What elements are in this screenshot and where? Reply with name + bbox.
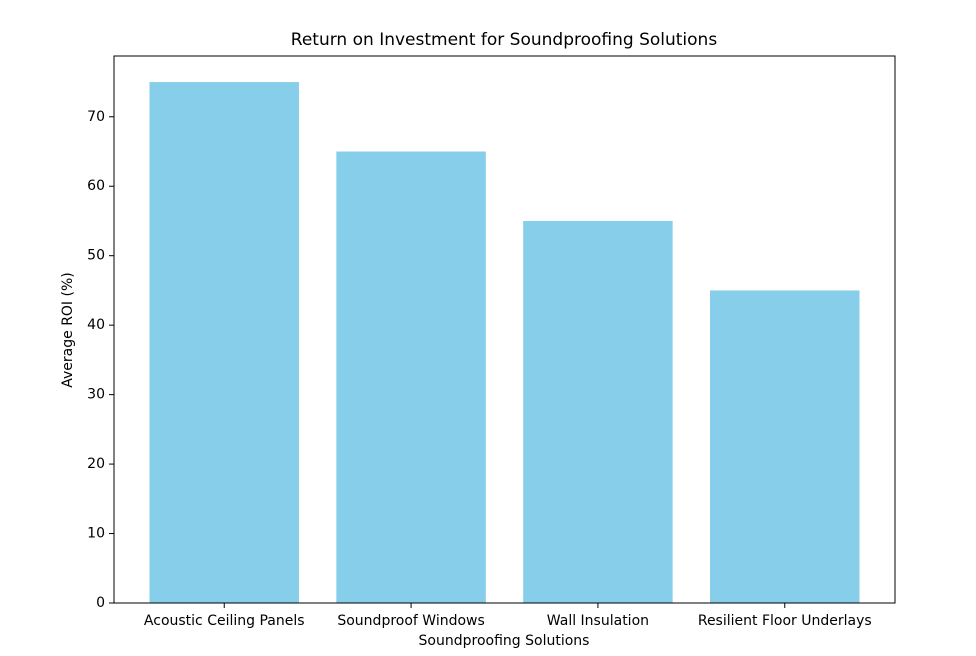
y-tick-label: 0 xyxy=(96,595,105,611)
y-tick-label: 70 xyxy=(87,109,105,125)
x-tick-label: Resilient Floor Underlays xyxy=(698,613,872,629)
chart-title: Return on Investment for Soundproofing S… xyxy=(291,30,718,50)
y-axis-label: Average ROI (%) xyxy=(60,272,76,388)
y-tick-label: 20 xyxy=(87,456,105,472)
bar xyxy=(710,290,860,603)
y-tick-label: 40 xyxy=(87,317,105,333)
bar xyxy=(149,82,299,604)
bar xyxy=(523,220,673,603)
x-tick-label: Wall Insulation xyxy=(547,613,649,629)
x-tick-label: Soundproof Windows xyxy=(337,613,484,629)
y-tick-label: 60 xyxy=(87,178,105,194)
bar xyxy=(336,151,486,603)
y-tick-label: 30 xyxy=(87,387,105,403)
x-axis-label: Soundproofing Solutions xyxy=(419,633,590,649)
y-tick-label: 50 xyxy=(87,248,105,264)
plot-frame xyxy=(113,55,896,604)
x-tick-label: Acoustic Ceiling Panels xyxy=(144,613,305,629)
y-tick-label: 10 xyxy=(87,526,105,542)
